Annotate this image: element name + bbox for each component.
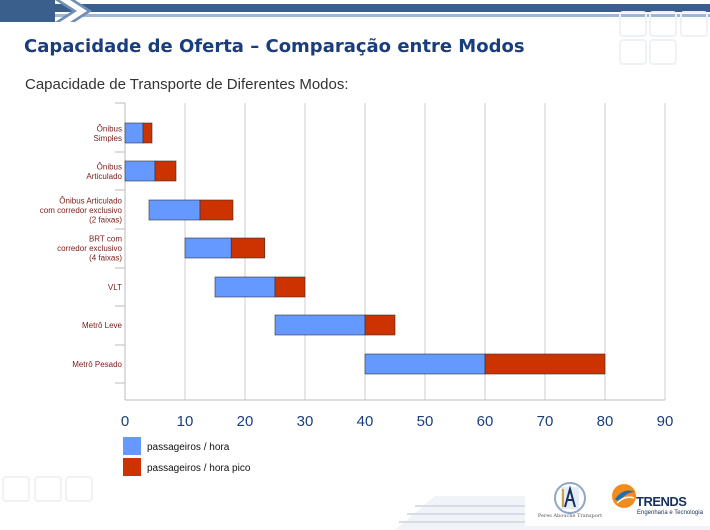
legend-label: passageiros / hora pico (147, 463, 251, 474)
x-tick-label: 0 (121, 413, 129, 430)
peres-abouche-logo-text: Peres Abouche Transport (530, 513, 610, 519)
trends-logo-name: TRENDS (636, 494, 686, 509)
x-tick-label: 70 (537, 413, 554, 430)
x-tick-label: 30 (297, 413, 314, 430)
category-label: VLT (108, 283, 122, 292)
category-label: Metrô Pesado (72, 360, 122, 369)
category-label: BRT comcorredor exclusivo(4 faixas) (57, 235, 122, 263)
bar-passageiros-hora-pico (143, 123, 152, 143)
trends-logo-tagline: Engenharia e Tecnologia (637, 510, 703, 516)
bar-passageiros-hora (215, 277, 275, 297)
category-label: ÔnibusSimples (94, 124, 122, 143)
x-tick-label: 60 (477, 413, 494, 430)
legend-swatch (123, 458, 141, 476)
bar-passageiros-hora (149, 200, 200, 220)
bar-passageiros-hora-pico (155, 161, 176, 181)
category-label: Ônibus Articuladocom corredor exclusivo(… (40, 197, 123, 225)
legend-swatch (123, 437, 141, 455)
x-tick-label: 10 (177, 413, 194, 430)
bar-passageiros-hora (125, 123, 143, 143)
legend-label: passageiros / hora (147, 442, 230, 453)
trends-logo-icon (611, 483, 637, 509)
bar-passageiros-hora-pico (365, 315, 395, 335)
x-tick-label: 90 (657, 413, 674, 430)
x-tick-label: 50 (417, 413, 434, 430)
x-tick-label: 80 (597, 413, 614, 430)
bar-passageiros-hora-pico (275, 277, 305, 297)
bar-passageiros-hora (275, 315, 365, 335)
bar-passageiros-hora-pico (485, 354, 605, 374)
bar-passageiros-hora-pico (231, 238, 265, 258)
bar-passageiros-hora-pico (200, 200, 233, 220)
bar-passageiros-hora (365, 354, 485, 374)
category-label: Metrô Leve (82, 321, 123, 330)
bar-passageiros-hora (185, 238, 231, 258)
category-label: ÔnibusArticulado (86, 162, 122, 181)
x-tick-label: 40 (357, 413, 374, 430)
bar-passageiros-hora (125, 161, 155, 181)
x-tick-label: 20 (237, 413, 254, 430)
